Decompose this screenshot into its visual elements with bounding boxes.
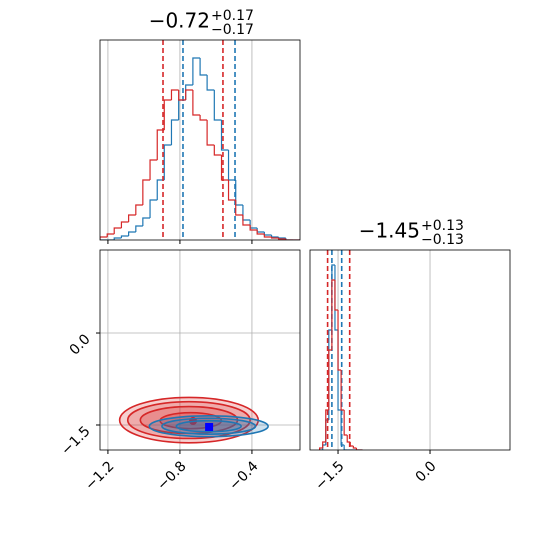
histogram-step [149,159,158,180]
histogram-step [322,441,326,448]
histogram-step [328,349,332,410]
x-tick-label: −0.8 [154,458,189,493]
panel-marks [100,40,300,240]
title-upper: +0.13 [421,218,464,234]
x-tick-label: −1.5 [312,458,347,493]
histogram-step [263,232,272,236]
histogram-step [135,225,143,232]
histogram-step [128,231,136,236]
histogram-step [156,129,165,160]
histogram-step [349,442,354,447]
histogram-step [206,120,215,146]
histogram-step [319,447,323,450]
histogram-step [277,237,286,239]
histogram-step [355,448,360,450]
histogram-step [113,227,122,234]
histogram-step [206,75,215,91]
histogram-step [242,205,251,221]
histogram-step [220,155,229,181]
histogram-step [213,145,222,156]
histogram-step [192,90,201,116]
histogram-step [163,99,172,130]
panel-marks [118,396,269,444]
histogram-step [256,230,265,235]
histogram-step [213,90,222,121]
histogram-step [199,115,208,121]
histogram-step [199,58,208,76]
histogram-step [249,220,258,229]
best-fit-point [205,423,214,432]
histogram-step [277,238,286,240]
histogram-step [334,280,339,311]
panel-marks [319,250,363,450]
histogram-step [235,180,243,206]
histogram-step [256,228,265,233]
histogram-step [170,119,179,145]
y-tick-label: −1.5 [58,423,93,458]
histogram-step [263,234,272,238]
histogram-step [120,221,129,228]
title-value: −1.45 [359,219,420,243]
histogram-step [163,144,172,180]
histogram-step [178,90,186,101]
histogram-step [352,446,357,449]
histogram-step [343,445,348,450]
histogram-step [285,239,293,240]
contour [126,400,251,440]
histogram-step [142,217,151,226]
x-tick-label: −0.4 [226,458,261,493]
histogram-step [227,180,236,201]
histogram-step [331,279,335,350]
title-lower: −0.13 [421,232,464,248]
histogram-step [343,410,348,436]
histogram-step [270,237,279,239]
histogram-step [100,236,108,240]
histogram-step [135,204,143,215]
histogram-step [249,225,258,231]
histogram-step [235,200,243,216]
title-upper: +0.17 [211,8,254,24]
histogram-step [285,238,293,240]
histogram-step [192,57,201,85]
histogram-step [156,179,165,200]
histogram-step [185,89,193,100]
histogram-step [149,199,158,218]
histogram-step [142,179,151,205]
histogram-step [340,370,345,411]
histogram-step [113,237,122,240]
x-tick-label: −1.2 [82,458,117,493]
histogram-step [270,235,279,238]
x-tick-label: 0.0 [413,458,440,485]
histogram-step [242,215,251,226]
histogram-step [120,235,129,238]
histogram-step [170,89,179,100]
title-value: −0.72 [149,9,210,33]
y-tick-label: 0.0 [67,331,94,358]
histogram-step [220,120,229,151]
panel-frame [99,39,301,241]
panel-frame [99,249,301,451]
histogram-step [337,310,342,371]
histogram-step [106,233,115,237]
histogram-step [128,214,136,222]
title-lower: −0.17 [211,22,254,38]
panel-frame [309,249,511,451]
histogram-step [185,84,193,100]
